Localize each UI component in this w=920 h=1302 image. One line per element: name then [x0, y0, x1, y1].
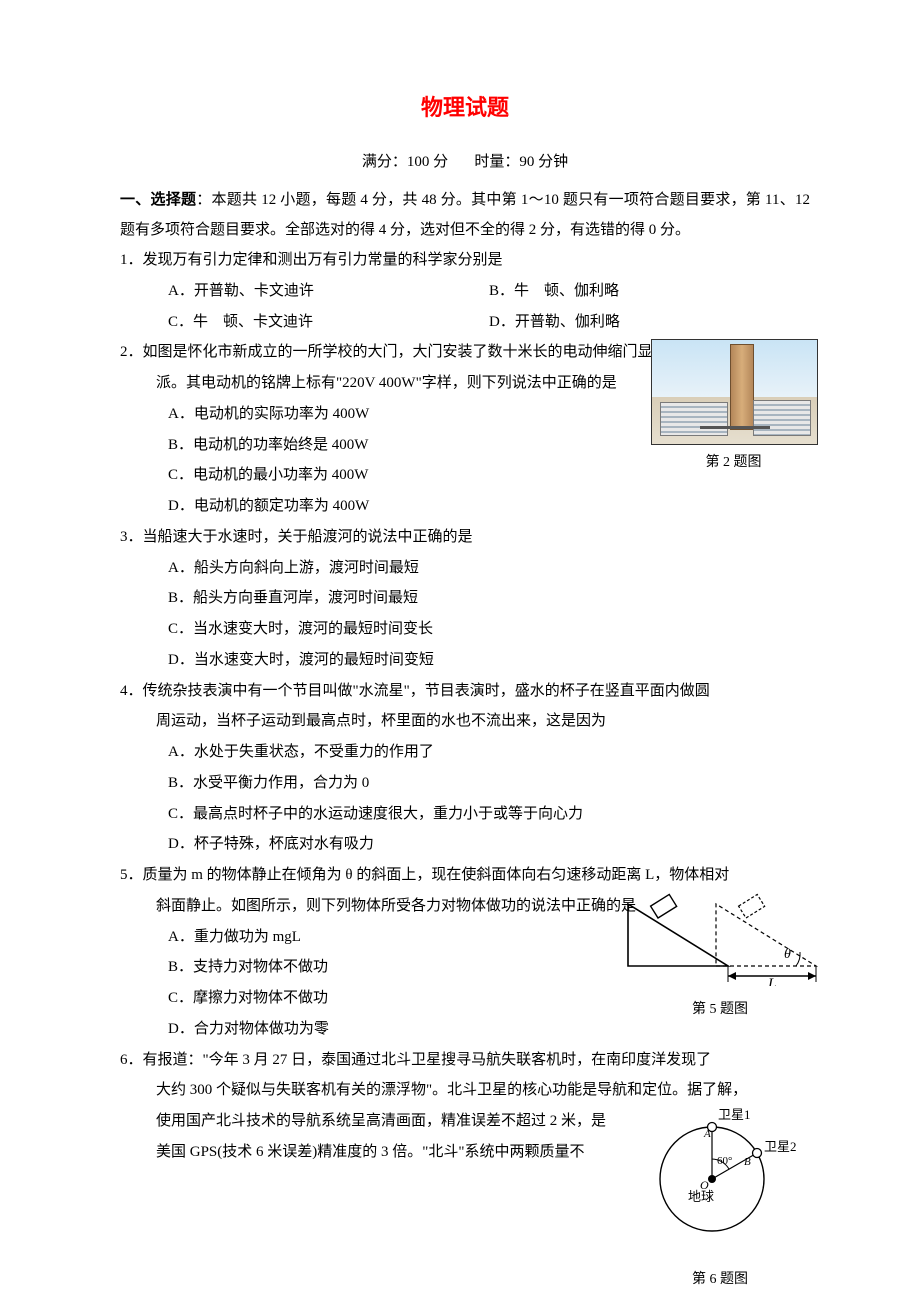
figure-2: 第 2 题图: [651, 339, 816, 478]
section-1-header: 一、选择题：本题共 12 小题，每题 4 分，共 48 分。其中第 1～10 题…: [120, 185, 810, 245]
figure-2-building-left: [660, 402, 728, 436]
duration: 时量：90 分钟: [474, 154, 568, 170]
q4-option-b: B．水受平衡力作用，合力为 0: [120, 768, 810, 799]
q4-stem-line1: 4．传统杂技表演中有一个节目叫做"水流星"，节目表演时，盛水的杯子在竖直平面内做…: [120, 676, 810, 707]
section-1-label: 一、选择题: [120, 191, 196, 208]
page-title: 物理试题: [120, 90, 810, 122]
figure-6-O: O: [700, 1178, 709, 1192]
q1-stem: 1．发现万有引力定律和测出万有引力常量的科学家分别是: [120, 245, 810, 276]
figure-6-B: B: [744, 1156, 751, 1168]
question-5: 5．质量为 m 的物体静止在倾角为 θ 的斜面上，现在使斜面体向右匀速移动距离 …: [120, 860, 810, 1045]
q1-option-b: B．牛 顿、伽利略: [489, 276, 810, 307]
figure-6-A: A: [703, 1128, 711, 1140]
full-score: 满分：100 分: [362, 154, 448, 170]
q3-option-a: A．船头方向斜向上游，渡河时间最短: [120, 553, 810, 584]
figure-6-caption: 第 6 题图: [640, 1266, 800, 1295]
question-1: 1．发现万有引力定律和测出万有引力常量的科学家分别是 A．开普勒、卡文迪许 B．…: [120, 245, 810, 337]
q1-option-d: D．开普勒、伽利略: [489, 307, 810, 338]
section-1-text: ：本题共 12 小题，每题 4 分，共 48 分。其中第 1～10 题只有一项符…: [120, 192, 810, 238]
q1-option-c: C．牛 顿、卡文迪许: [168, 307, 489, 338]
figure-6-svg: 地球 O 60° A 卫星1 B 卫星2: [640, 1101, 800, 1251]
q3-option-b: B．船头方向垂直河岸，渡河时间最短: [120, 583, 810, 614]
figure-6: 地球 O 60° A 卫星1 B 卫星2 第 6 题图: [640, 1101, 800, 1295]
figure-5-L: L: [767, 976, 776, 986]
q6-stem-line1: 6．有报道："今年 3 月 27 日，泰国通过北斗卫星搜寻马航失联客机时，在南印…: [120, 1045, 810, 1076]
figure-2-image: [651, 339, 818, 445]
question-6: 6．有报道："今年 3 月 27 日，泰国通过北斗卫星搜寻马航失联客机时，在南印…: [120, 1045, 810, 1168]
figure-2-gate: [700, 426, 770, 429]
figure-2-caption: 第 2 题图: [651, 449, 816, 478]
q4-option-d: D．杯子特殊，杯底对水有吸力: [120, 829, 810, 860]
figure-6-angle: 60°: [717, 1155, 732, 1167]
question-4: 4．传统杂技表演中有一个节目叫做"水流星"，节目表演时，盛水的杯子在竖直平面内做…: [120, 676, 810, 861]
figure-6-sat2: 卫星2: [764, 1139, 797, 1154]
figure-5-svg: θ L: [620, 886, 830, 986]
exam-page: 物理试题 满分：100 分 时量：90 分钟 一、选择题：本题共 12 小题，每…: [0, 0, 920, 1208]
q3-stem: 3．当船速大于水速时，关于船渡河的说法中正确的是: [120, 522, 810, 553]
figure-2-tower: [730, 344, 754, 430]
q4-stem-line2: 周运动，当杯子运动到最高点时，杯里面的水也不流出来，这是因为: [120, 706, 810, 737]
q3-option-c: C．当水速变大时，渡河的最短时间变长: [120, 614, 810, 645]
figure-5: θ L 第 5 题图: [620, 886, 820, 1024]
q2-option-d: D．电动机的额定功率为 400W: [120, 491, 810, 522]
figure-2-building-right: [753, 400, 811, 436]
figure-5-caption: 第 5 题图: [620, 996, 820, 1025]
question-2: 2．如图是怀化市新成立的一所学校的大门，大门安装了数十米长的电动伸缩门显得宽阔而…: [120, 337, 810, 522]
q4-option-c: C．最高点时杯子中的水运动速度很大，重力小于或等于向心力: [120, 799, 810, 830]
figure-6-sat1: 卫星1: [718, 1107, 751, 1122]
page-subtitle: 满分：100 分 时量：90 分钟: [120, 150, 810, 171]
q1-option-a: A．开普勒、卡文迪许: [168, 276, 489, 307]
figure-5-theta: θ: [784, 947, 791, 962]
question-3: 3．当船速大于水速时，关于船渡河的说法中正确的是 A．船头方向斜向上游，渡河时间…: [120, 522, 810, 676]
q4-option-a: A．水处于失重状态，不受重力的作用了: [120, 737, 810, 768]
q3-option-d: D．当水速变大时，渡河的最短时间变短: [120, 645, 810, 676]
